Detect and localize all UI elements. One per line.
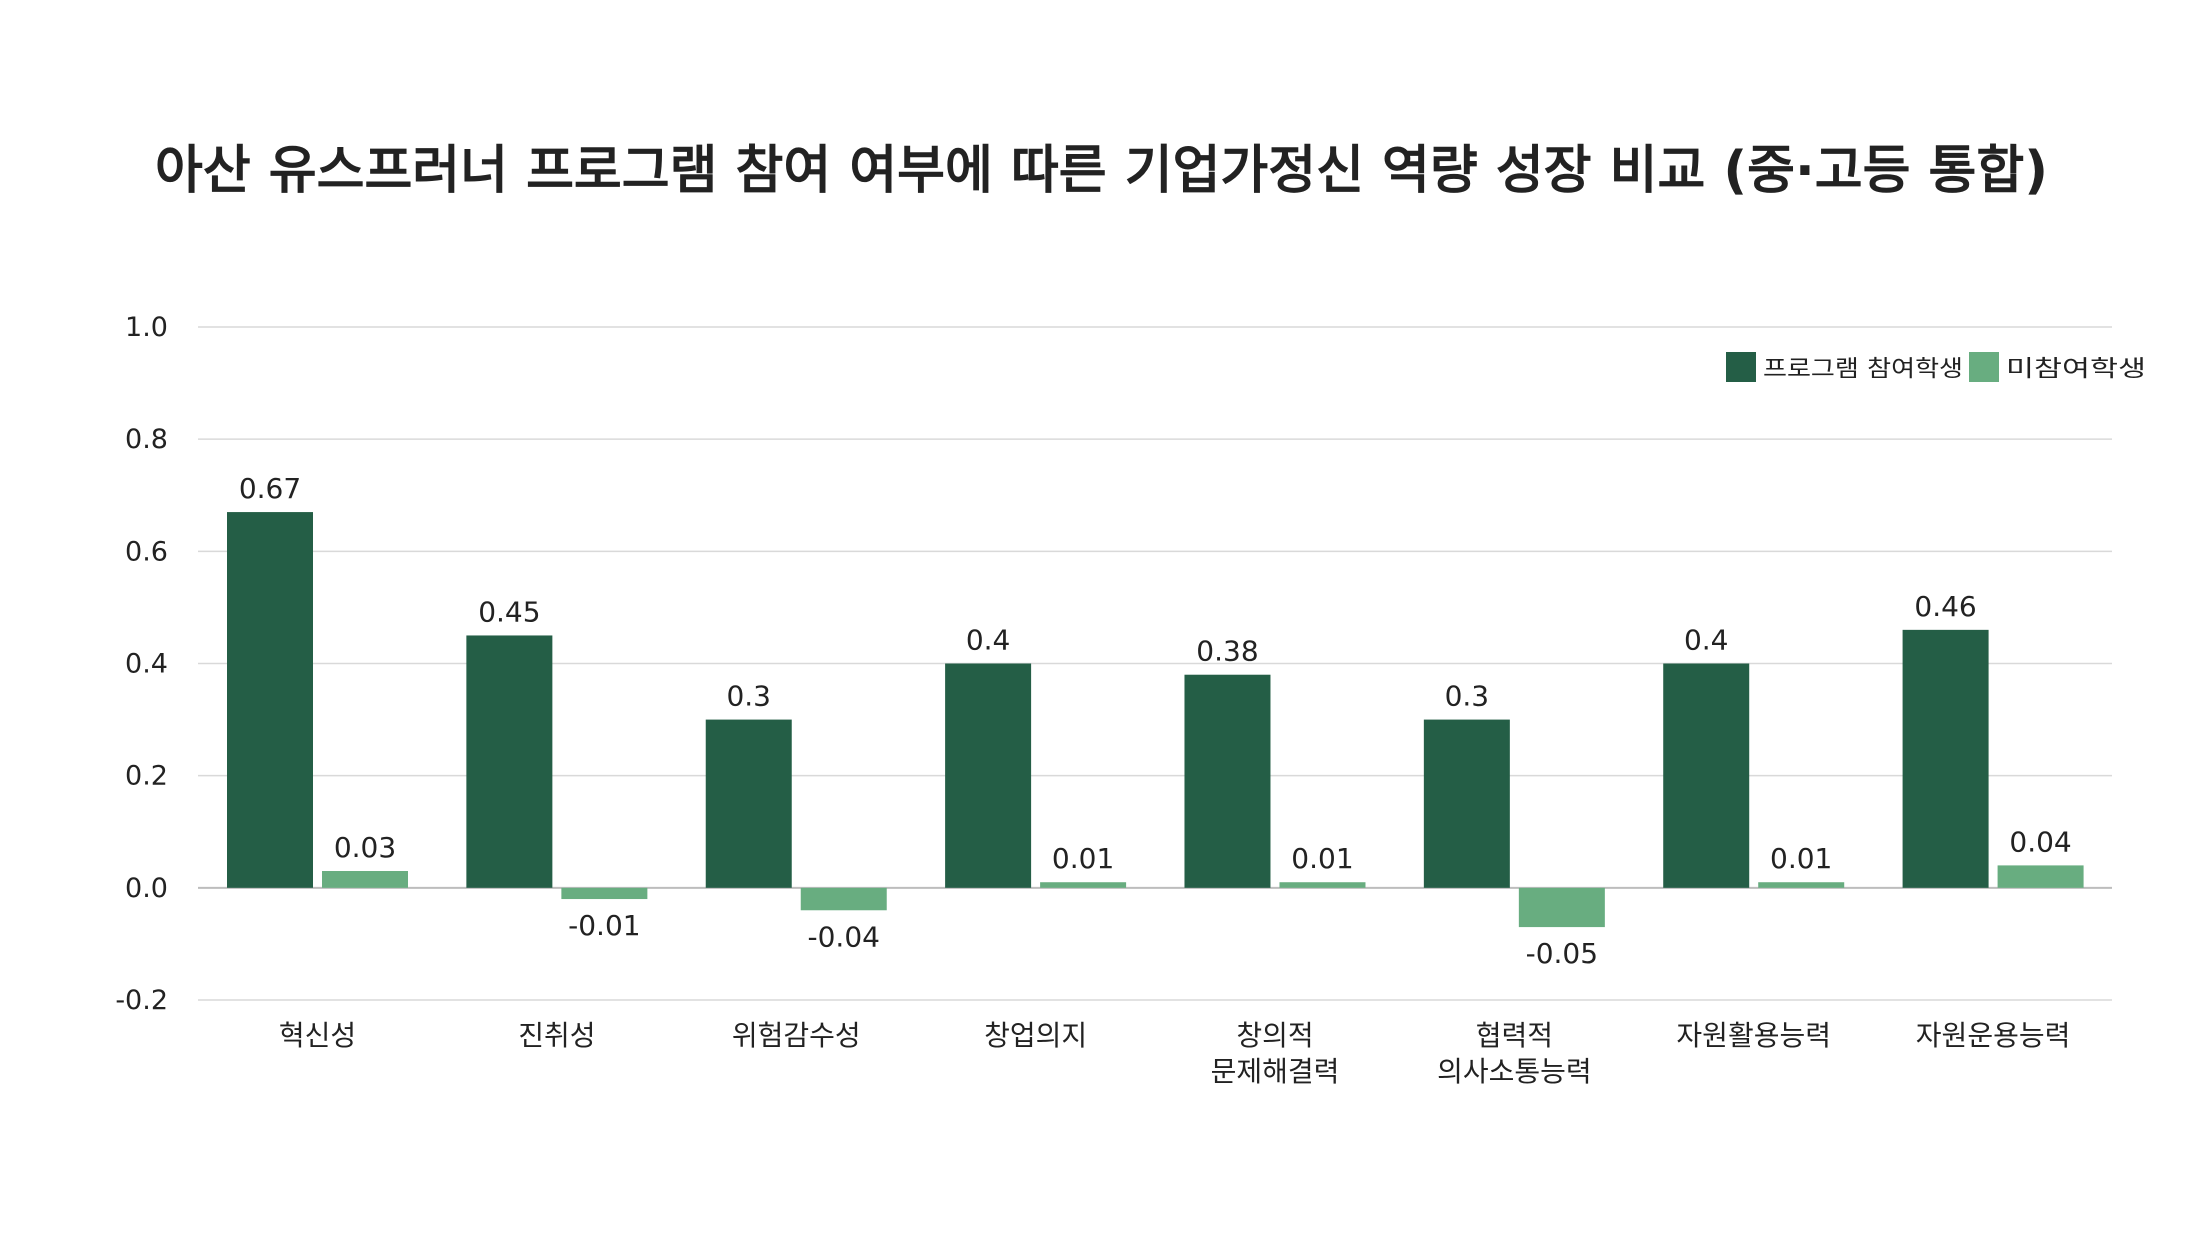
legend-swatch bbox=[1969, 352, 1999, 382]
bar-non-participant bbox=[800, 887, 887, 911]
data-label: 0.3 bbox=[726, 680, 771, 713]
data-label: -0.04 bbox=[808, 920, 880, 953]
legend-swatch bbox=[1726, 352, 1756, 382]
bar-non-participant bbox=[1518, 887, 1605, 928]
x-tick-label: 자원활용능력 bbox=[1676, 1019, 1831, 1052]
data-label: 0.38 bbox=[1196, 635, 1258, 668]
bar-participant bbox=[227, 512, 313, 888]
bar-participant bbox=[945, 663, 1032, 888]
legend-label: 미참여학생 bbox=[2006, 356, 2146, 382]
data-label: 0.4 bbox=[1684, 624, 1729, 657]
y-tick-label: 0.8 bbox=[125, 424, 168, 455]
bar-participant bbox=[1184, 674, 1271, 888]
y-tick-label: 0.0 bbox=[125, 873, 168, 904]
bar-non-participant bbox=[1758, 882, 1845, 888]
data-label: -0.05 bbox=[1526, 937, 1598, 970]
y-tick-label: 0.4 bbox=[125, 649, 168, 680]
y-tick-label: 0.2 bbox=[125, 761, 168, 792]
legend-label: 프로그램 참여학생 bbox=[1763, 356, 1963, 382]
bar-participant bbox=[1663, 663, 1750, 888]
data-label: 0.3 bbox=[1445, 680, 1490, 713]
bar-participant bbox=[705, 719, 792, 888]
x-tick-label: 자원운용능력 bbox=[1916, 1019, 2071, 1052]
bar-non-participant bbox=[1279, 882, 1366, 888]
x-tick-label: 협력적 bbox=[1476, 1019, 1553, 1052]
x-tick-label: 의사소통능력 bbox=[1437, 1055, 1592, 1088]
data-label: 0.67 bbox=[239, 472, 301, 505]
data-label: 0.03 bbox=[334, 831, 396, 864]
data-label: 0.01 bbox=[1052, 842, 1114, 875]
data-label: 0.4 bbox=[966, 624, 1011, 657]
y-tick-label: 1.0 bbox=[125, 312, 168, 343]
bar-non-participant bbox=[1040, 882, 1127, 888]
bar-non-participant bbox=[561, 887, 648, 900]
x-tick-label: 혁신성 bbox=[279, 1019, 356, 1052]
chart-title: 아산 유스프러너 프로그램 참여 여부에 따른 기업가정신 역량 성장 비교 (… bbox=[155, 141, 2048, 201]
x-tick-label: 문제해결력 bbox=[1211, 1055, 1340, 1088]
x-tick-label: 창업의지 bbox=[984, 1019, 1087, 1052]
data-label: 0.45 bbox=[478, 595, 540, 628]
data-label: 0.01 bbox=[1770, 842, 1832, 875]
bar-non-participant bbox=[322, 871, 408, 888]
y-tick-label: 0.6 bbox=[125, 536, 168, 567]
bar-participant bbox=[1423, 719, 1510, 888]
bar-non-participant bbox=[1997, 865, 2084, 888]
x-tick-label: 위험감수성 bbox=[732, 1019, 861, 1052]
data-label: 0.01 bbox=[1291, 842, 1353, 875]
y-tick-label: -0.2 bbox=[115, 985, 168, 1016]
x-tick-label: 진취성 bbox=[518, 1019, 595, 1052]
x-tick-label: 창의적 bbox=[1236, 1019, 1313, 1052]
bar-participant bbox=[1902, 629, 1989, 888]
data-label: -0.01 bbox=[568, 909, 640, 942]
data-label: 0.46 bbox=[1914, 590, 1976, 623]
bar-participant bbox=[466, 635, 553, 888]
data-label: 0.04 bbox=[2009, 825, 2071, 858]
